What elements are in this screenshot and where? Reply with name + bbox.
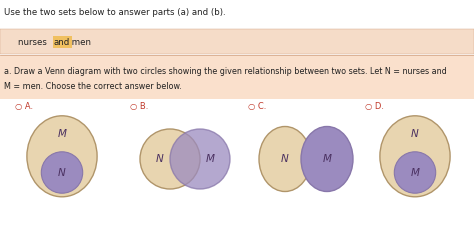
Text: ○ A.: ○ A.	[15, 102, 33, 111]
Text: N: N	[156, 154, 164, 164]
Circle shape	[140, 129, 200, 189]
Ellipse shape	[259, 126, 311, 191]
Text: ○ C.: ○ C.	[248, 102, 266, 111]
Bar	[0, 0, 474, 29]
Text: N: N	[411, 129, 419, 139]
Circle shape	[394, 152, 436, 193]
Text: ○ D.: ○ D.	[365, 102, 384, 111]
Circle shape	[41, 152, 82, 193]
Text: a. Draw a Venn diagram with two circles showing the given relationship between t: a. Draw a Venn diagram with two circles …	[4, 66, 447, 75]
Text: nurses: nurses	[18, 38, 50, 47]
Text: M = men. Choose the correct answer below.: M = men. Choose the correct answer below…	[4, 81, 182, 90]
Bar	[0, 29, 474, 54]
Circle shape	[170, 129, 230, 189]
Text: M: M	[410, 168, 419, 178]
Ellipse shape	[301, 126, 353, 191]
Bar	[0, 55, 474, 99]
Ellipse shape	[380, 116, 450, 197]
Text: ○ B.: ○ B.	[130, 102, 148, 111]
Text: men: men	[69, 38, 91, 47]
Ellipse shape	[27, 116, 97, 197]
Text: M: M	[57, 129, 66, 139]
Text: M: M	[206, 154, 215, 164]
Bar	[0, 99, 474, 249]
Text: and: and	[54, 38, 70, 47]
Text: Use the two sets below to answer parts (a) and (b).: Use the two sets below to answer parts (…	[4, 7, 226, 16]
Text: N: N	[281, 154, 289, 164]
Text: N: N	[58, 168, 66, 178]
Text: M: M	[322, 154, 331, 164]
